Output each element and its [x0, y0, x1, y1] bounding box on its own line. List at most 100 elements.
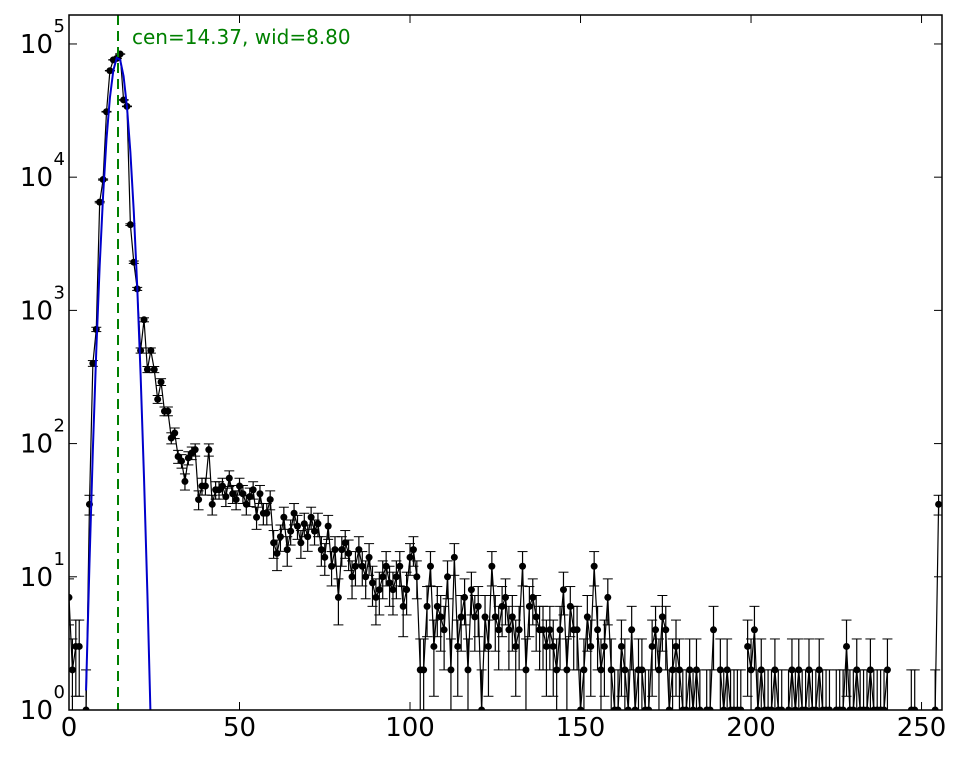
- data-point: [604, 593, 612, 601]
- data-point: [495, 626, 503, 634]
- data-point: [447, 666, 455, 674]
- data-point: [515, 626, 523, 634]
- data-point: [484, 642, 492, 650]
- annotation: cen=14.37, wid=8.80: [132, 25, 351, 49]
- y-tick-exponent: 5: [54, 16, 65, 37]
- y-tick-exponent: 4: [54, 149, 65, 170]
- data-point: [140, 316, 148, 324]
- data-point: [744, 642, 752, 650]
- data-point: [519, 562, 527, 570]
- data-point: [542, 642, 550, 650]
- data-point: [96, 198, 104, 206]
- data-point: [802, 706, 810, 710]
- data-point: [413, 573, 421, 581]
- data-point: [911, 706, 919, 710]
- x-tick-label: 0: [61, 713, 78, 743]
- data-point: [369, 579, 377, 587]
- data-point: [178, 457, 186, 465]
- data-point: [396, 562, 404, 570]
- data-point: [839, 706, 847, 710]
- y-tick-base: 10: [20, 563, 53, 593]
- data-point: [737, 706, 745, 710]
- data-point: [457, 613, 465, 621]
- data-point: [222, 493, 230, 501]
- data-point: [556, 626, 564, 634]
- data-point: [767, 706, 775, 710]
- data-point: [706, 706, 714, 710]
- x-tick-label: 200: [726, 713, 776, 743]
- data-point: [287, 527, 295, 535]
- data-point: [444, 573, 452, 581]
- x-tick-label: 250: [897, 713, 947, 743]
- data-point: [205, 446, 213, 454]
- data-point: [348, 573, 356, 581]
- data-point: [236, 482, 244, 490]
- data-point: [488, 562, 496, 570]
- data-point: [628, 626, 636, 634]
- data-point: [420, 666, 428, 674]
- data-point: [481, 613, 489, 621]
- y-tick-base: 10: [20, 696, 53, 726]
- y-tick-base: 10: [20, 30, 53, 60]
- data-point: [297, 539, 305, 547]
- data-point: [191, 446, 199, 454]
- y-tick-label: 10: [20, 163, 53, 193]
- data-point: [430, 642, 438, 650]
- data-point: [689, 706, 697, 710]
- data-point: [126, 221, 134, 229]
- data-point: [525, 602, 533, 610]
- data-point: [365, 553, 373, 561]
- data-point: [399, 602, 407, 610]
- data-point: [474, 602, 482, 610]
- data-point: [331, 546, 339, 554]
- data-point: [423, 602, 431, 610]
- data-point: [594, 626, 602, 634]
- y-tick-label: 10: [20, 30, 53, 60]
- data-point: [498, 602, 506, 610]
- data-point: [358, 562, 366, 570]
- data-point: [232, 496, 240, 504]
- data-point: [539, 626, 547, 634]
- y-tick-exponent: 0: [54, 682, 65, 703]
- y-tick-exponent: 2: [54, 416, 65, 437]
- data-point: [321, 553, 329, 561]
- data-point: [631, 706, 639, 710]
- data-point: [710, 626, 718, 634]
- data-point: [324, 522, 332, 530]
- y-tick-exponent: 1: [54, 549, 65, 570]
- data-point: [375, 586, 383, 594]
- data-point: [645, 706, 653, 710]
- data-point: [341, 539, 349, 547]
- data-point: [669, 666, 677, 674]
- data-point: [389, 586, 397, 594]
- data-point: [225, 474, 233, 482]
- data-point: [392, 573, 400, 581]
- data-point: [300, 520, 308, 528]
- data-point: [931, 706, 939, 710]
- y-tick-label: 10: [20, 563, 53, 593]
- data-point: [529, 593, 537, 601]
- data-point: [720, 706, 728, 710]
- data-point: [624, 706, 632, 710]
- x-tick-label: 100: [385, 713, 435, 743]
- data-point: [171, 429, 179, 437]
- data-point: [512, 642, 520, 650]
- data-point: [195, 496, 203, 504]
- data-point: [82, 706, 90, 710]
- data-point: [345, 549, 353, 557]
- y-tick-label: 10: [20, 430, 53, 460]
- data-point: [229, 490, 237, 498]
- data-point: [283, 546, 291, 554]
- data-point: [403, 586, 411, 594]
- data-point: [843, 642, 851, 650]
- data-point: [266, 496, 274, 504]
- data-point: [263, 509, 271, 517]
- y-tick-label: 10: [20, 696, 53, 726]
- data-point: [590, 562, 598, 570]
- data-point: [672, 642, 680, 650]
- data-point: [559, 586, 567, 594]
- data-point: [426, 562, 434, 570]
- data-point: [201, 482, 209, 490]
- data-point: [379, 573, 387, 581]
- data-point: [334, 593, 342, 601]
